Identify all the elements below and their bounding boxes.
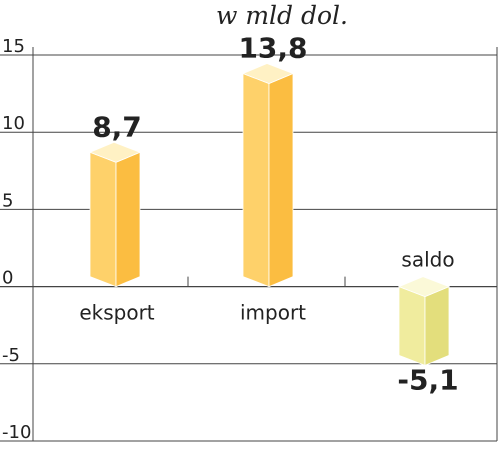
category-label: eksport bbox=[79, 301, 154, 325]
y-tick-label: -10 bbox=[2, 422, 31, 443]
y-tick-label: 10 bbox=[2, 113, 25, 134]
bar-front-face bbox=[89, 151, 117, 288]
bar-side-face bbox=[424, 286, 450, 366]
value-labels: 8,7 13,8 -5,1 bbox=[92, 32, 458, 397]
bar-eksport bbox=[88, 141, 142, 288]
bar-front-face bbox=[242, 72, 270, 288]
bar-side-face bbox=[268, 72, 294, 288]
bar-top-face bbox=[241, 63, 295, 84]
y-tick-labels: 15 10 5 0 -5 -10 bbox=[2, 36, 31, 443]
y-tick-label: 5 bbox=[2, 190, 13, 211]
value-label: 8,7 bbox=[92, 110, 142, 143]
bar-saldo bbox=[397, 276, 451, 366]
y-tick-label: 0 bbox=[2, 268, 13, 289]
bar-top-face bbox=[397, 276, 451, 298]
value-label: 13,8 bbox=[238, 32, 307, 65]
value-label: -5,1 bbox=[397, 363, 458, 396]
bar-import bbox=[241, 63, 295, 288]
bars bbox=[88, 63, 451, 366]
y-tick-label: -5 bbox=[2, 345, 20, 366]
bar-top-face bbox=[88, 141, 142, 163]
y-tick-label: 15 bbox=[2, 36, 25, 57]
bar-side-face bbox=[115, 151, 141, 288]
category-label: import bbox=[240, 301, 306, 325]
bar-front-face bbox=[398, 286, 426, 366]
category-label: saldo bbox=[401, 248, 454, 272]
category-labels: eksport import saldo bbox=[79, 248, 454, 325]
chart-subtitle: w mld dol. bbox=[216, 1, 348, 30]
